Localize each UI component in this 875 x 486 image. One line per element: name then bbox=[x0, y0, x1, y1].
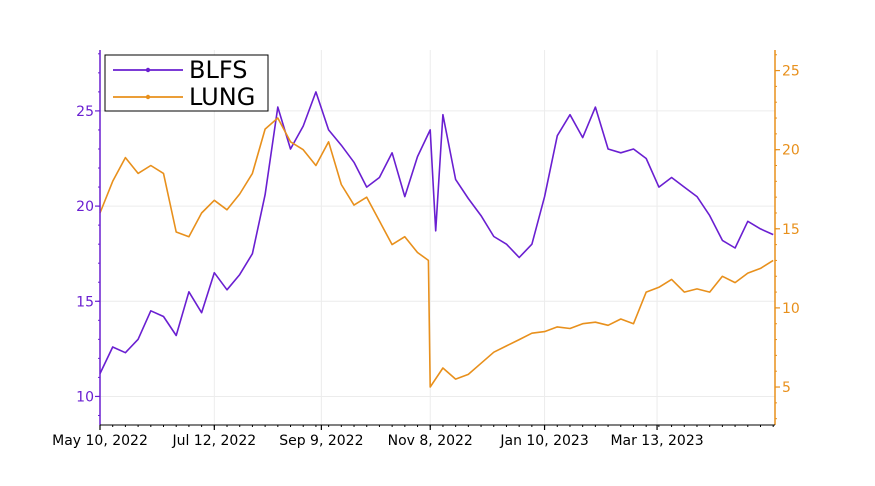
left-tick-label: 10 bbox=[76, 389, 94, 405]
series-lines bbox=[99, 91, 774, 388]
series-line-blfs bbox=[99, 91, 774, 374]
right-tick-label: 15 bbox=[782, 222, 800, 238]
legend-label-blfs: BLFS bbox=[189, 56, 247, 84]
right-tick-label: 25 bbox=[782, 64, 800, 80]
left-tick-label: 20 bbox=[76, 199, 94, 215]
x-tick-label: Nov 8, 2022 bbox=[388, 433, 473, 449]
left-tick-label: 25 bbox=[76, 104, 94, 120]
x-tick-label: Jan 10, 2023 bbox=[499, 433, 588, 449]
legend-marker-blfs bbox=[145, 67, 151, 73]
x-tick-label: Mar 13, 2023 bbox=[610, 433, 703, 449]
x-tick-label: Sep 9, 2022 bbox=[279, 433, 363, 449]
axes: 10 15 20 25 5 10 15 20 25 May 10, 2022 Jul 12, 202… bbox=[52, 50, 800, 449]
right-tick-label: 20 bbox=[782, 143, 800, 159]
x-tick-label: May 10, 2022 bbox=[52, 433, 148, 449]
legend-label-lung: LUNG bbox=[189, 83, 255, 111]
left-tick-label: 15 bbox=[76, 294, 94, 310]
x-tick-label: Jul 12, 2022 bbox=[171, 433, 256, 449]
right-tick-label: 5 bbox=[782, 380, 791, 396]
series-line-lung bbox=[99, 117, 774, 388]
right-tick-label: 10 bbox=[782, 301, 800, 317]
legend-marker-lung bbox=[145, 94, 151, 100]
legend-box bbox=[104, 54, 269, 112]
